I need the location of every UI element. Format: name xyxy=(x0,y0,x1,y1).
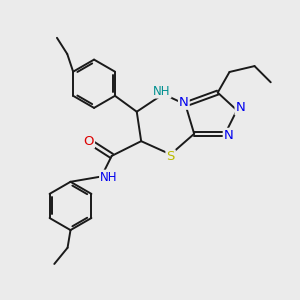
Text: NH: NH xyxy=(100,171,118,184)
Text: NH: NH xyxy=(153,85,170,98)
Text: N: N xyxy=(179,96,189,109)
Text: S: S xyxy=(167,150,175,163)
Text: O: O xyxy=(83,135,94,148)
Text: N: N xyxy=(236,101,245,114)
Text: N: N xyxy=(224,129,233,142)
